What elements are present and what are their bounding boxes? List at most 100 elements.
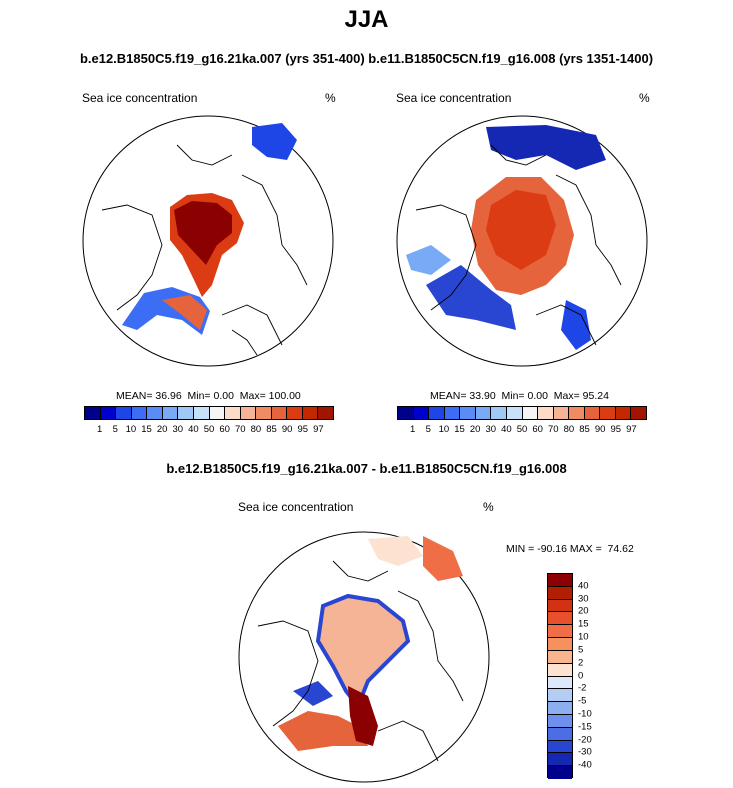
panel2-max-value: 95.24 (582, 390, 609, 402)
colorbar-tick-label: 1 (409, 424, 416, 435)
colorbar-tick-label: 85 (579, 424, 590, 435)
colorbar-tick-label: 60 (219, 424, 230, 435)
panel3-coastline (332, 560, 389, 582)
panel2-min-value: 0.00 (527, 390, 548, 402)
colorbar-swatch (548, 663, 572, 677)
panel3-colorbar (547, 573, 573, 779)
panel1-max-label: Max= (233, 390, 269, 402)
panel1-polar-map (82, 115, 334, 367)
diff-title: b.e12.B1850C5.f19_g16.21ka.007 - b.e11.B… (166, 461, 567, 476)
colorbar-tick-label: 97 (313, 424, 324, 435)
colorbar-swatch (429, 407, 445, 419)
colorbar-tick-label: -40 (578, 759, 592, 771)
panel1-coastline (231, 329, 258, 356)
panel1-min-value: 0.00 (213, 390, 234, 402)
colorbar-tick-label: 80 (563, 424, 575, 435)
colorbar-tick-label: 30 (172, 424, 184, 435)
colorbar-swatch (178, 407, 194, 419)
panel1-coastline (176, 144, 233, 166)
colorbar-tick-label: 95 (297, 424, 309, 435)
colorbar-swatch (522, 407, 539, 419)
panel2-mean-label: MEAN= (430, 390, 470, 402)
panel3-variable-label: Sea ice concentration (238, 500, 354, 514)
panel2-ice-region (486, 190, 556, 270)
panel3-coastline (257, 620, 319, 727)
colorbar-tick-label: 80 (250, 424, 262, 435)
colorbar-tick-label: -20 (578, 734, 592, 746)
colorbar-tick-label: 20 (156, 424, 168, 435)
colorbar-tick-label: 30 (578, 593, 589, 605)
panel2-ice-region (486, 125, 606, 170)
colorbar-tick-label: 10 (125, 424, 137, 435)
panel2-polar-map (396, 115, 648, 367)
colorbar-tick-label: 0 (578, 670, 584, 681)
panel1-max-value: 100.00 (268, 390, 301, 402)
colorbar-swatch (631, 407, 646, 419)
panel1-min-label: Min= (181, 390, 214, 402)
panel1-colorbar (84, 406, 334, 420)
panel1-coastline (101, 204, 163, 311)
colorbar-tick-label: 85 (266, 424, 277, 435)
colorbar-swatch (548, 740, 572, 754)
colorbar-swatch (548, 753, 572, 767)
panel1-coastline (221, 304, 283, 346)
colorbar-swatch (548, 727, 572, 741)
panel3-diff-region (423, 536, 463, 581)
panel1-variable-label: Sea ice concentration (82, 91, 198, 105)
colorbar-tick-label: -5 (578, 695, 587, 707)
colorbar-swatch (548, 612, 572, 626)
colorbar-tick-label: 60 (532, 424, 543, 435)
figure-title: JJA (344, 6, 389, 33)
figure-subtitle: b.e12.B1850C5.f19_g16.21ka.007 (yrs 351-… (79, 51, 654, 66)
colorbar-swatch (548, 638, 572, 651)
colorbar-swatch (548, 766, 572, 779)
colorbar-tick-label: 40 (578, 580, 589, 592)
colorbar-tick-label: 40 (501, 424, 512, 435)
colorbar-swatch (240, 407, 257, 419)
colorbar-swatch (584, 407, 601, 419)
panel3-stats: MIN = -90.16 MAX = 74.62 (506, 543, 634, 555)
panel2-units-label: % (639, 91, 650, 105)
colorbar-swatch (548, 676, 572, 690)
panel2-max-label: Max= (547, 390, 583, 402)
panel2-min-label: Min= (495, 390, 528, 402)
colorbar-tick-label: 90 (281, 424, 293, 435)
colorbar-swatch (193, 407, 210, 419)
panel3-coastline (377, 720, 439, 762)
panel3-diff-region (368, 536, 423, 566)
panel2-coastline (415, 204, 477, 311)
colorbar-swatch (491, 407, 507, 419)
colorbar-swatch (600, 407, 616, 419)
colorbar-swatch (548, 599, 572, 613)
panel2-colorbar (397, 406, 647, 420)
colorbar-tick-label: 95 (610, 424, 622, 435)
colorbar-tick-label: 40 (188, 424, 199, 435)
colorbar-swatch (553, 407, 570, 419)
colorbar-tick-label: 97 (626, 424, 637, 435)
panel3-diff-region (348, 686, 378, 746)
colorbar-tick-label: 15 (454, 424, 465, 435)
colorbar-tick-label: -10 (578, 708, 592, 720)
colorbar-swatch (271, 407, 288, 419)
panel3-units-label: % (483, 500, 494, 514)
colorbar-tick-label: 5 (578, 644, 584, 656)
panel1-colorbar-ticks: 1 5 10 15 20 30 40 50 60 70 80 85 90 95 97 (84, 424, 334, 436)
colorbar-tick-label: 70 (547, 424, 559, 435)
colorbar-swatch (506, 407, 523, 419)
colorbar-tick-label: 50 (516, 424, 528, 435)
colorbar-tick-label: -2 (578, 682, 587, 694)
colorbar-tick-label: 1 (96, 424, 103, 435)
panel1-units-label: % (325, 91, 336, 105)
colorbar-swatch (162, 407, 179, 419)
panel3-coastline (397, 590, 464, 702)
colorbar-tick-label: 20 (578, 605, 589, 617)
colorbar-swatch (287, 407, 303, 419)
colorbar-swatch (256, 407, 272, 419)
colorbar-swatch (548, 702, 572, 715)
colorbar-swatch (85, 407, 101, 419)
panel2-ice-region (561, 300, 591, 350)
panel2-colorbar-ticks: 1 5 10 15 20 30 40 50 60 70 80 85 90 95 97 (397, 424, 647, 436)
colorbar-tick-label: 5 (112, 424, 118, 435)
colorbar-tick-label: 20 (469, 424, 481, 435)
colorbar-tick-label: 15 (141, 424, 152, 435)
